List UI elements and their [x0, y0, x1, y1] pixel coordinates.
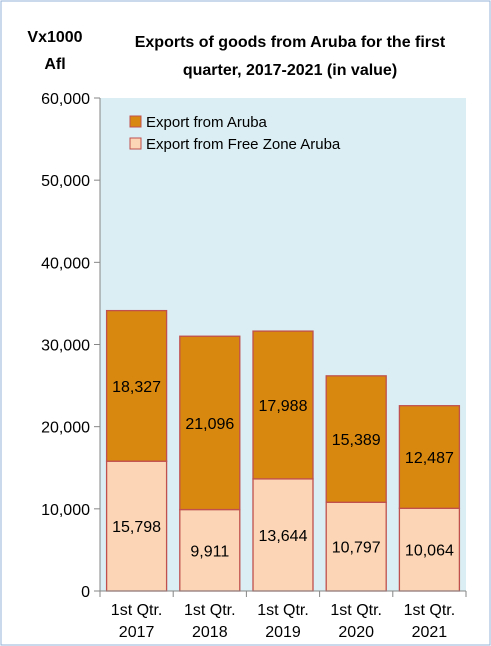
legend-swatch: [129, 137, 142, 150]
chart-title-line-1: Exports of goods from Aruba for the firs…: [135, 34, 446, 51]
y-tick-label: 50,000: [41, 173, 90, 190]
x-tick-label: 2018: [192, 624, 228, 641]
bar-export-aruba: [325, 375, 387, 503]
bar-export-free-zone: [179, 508, 241, 592]
bar-export-free-zone: [105, 460, 168, 592]
y-tick-label: 40,000: [41, 255, 90, 272]
y-tick-label: 0: [81, 584, 90, 601]
data-label: 18,327: [112, 379, 161, 396]
data-label: 9,911: [190, 543, 229, 560]
data-label: 10,797: [332, 540, 381, 557]
bar-export-aruba: [105, 309, 168, 462]
bar-export-aruba: [398, 405, 461, 509]
bar-export-free-zone: [325, 501, 387, 592]
y-tick-label: 30,000: [41, 338, 90, 355]
data-label: 15,389: [332, 432, 381, 449]
y-tick-label: 10,000: [41, 502, 90, 519]
legend-label: Export from Aruba: [146, 114, 268, 131]
x-tick-label: 2017: [119, 624, 155, 641]
y-axis-unit-label-line-1: Vx1000: [27, 29, 82, 46]
x-tick-label: 1st Qtr.: [330, 602, 382, 619]
legend-label: Export from Free Zone Aruba: [146, 136, 341, 153]
data-label: 10,064: [405, 543, 454, 560]
y-tick-label: 60,000: [41, 91, 90, 108]
y-axis-unit-label-line-2: Afl: [44, 56, 65, 73]
x-tick-label: 2021: [412, 624, 448, 641]
y-tick-label: 20,000: [41, 420, 90, 437]
x-tick-label: 2019: [265, 624, 301, 641]
x-tick-label: 2020: [338, 624, 374, 641]
y-axis: 0 10,000 20,000 30,000 40,000 50,000 60,000: [41, 91, 101, 601]
legend-swatch: [129, 115, 142, 128]
x-tick-label: 1st Qtr.: [404, 602, 456, 619]
bars: 15,798 18,327 9,911 21,096 13,644 17,988 10,79…: [105, 309, 461, 592]
x-axis: 1st Qtr. 2017 1st Qtr. 2018 1st Qtr. 2019 1st …: [99, 590, 467, 641]
legend: Export from Aruba Export from Free Zone A…: [129, 114, 341, 153]
bar-export-aruba: [179, 335, 241, 511]
data-label: 21,096: [185, 416, 234, 433]
x-tick-label: 1st Qtr.: [184, 602, 236, 619]
data-label: 15,798: [112, 519, 161, 536]
data-label: 17,988: [259, 398, 308, 415]
data-label: 13,644: [259, 528, 308, 545]
bar-export-aruba: [252, 330, 314, 480]
chart-title-line-2: quarter, 2017-2021 (in value): [183, 62, 397, 79]
x-tick-label: 1st Qtr.: [257, 602, 309, 619]
data-label: 12,487: [405, 450, 454, 467]
x-tick-label: 1st Qtr.: [111, 602, 163, 619]
